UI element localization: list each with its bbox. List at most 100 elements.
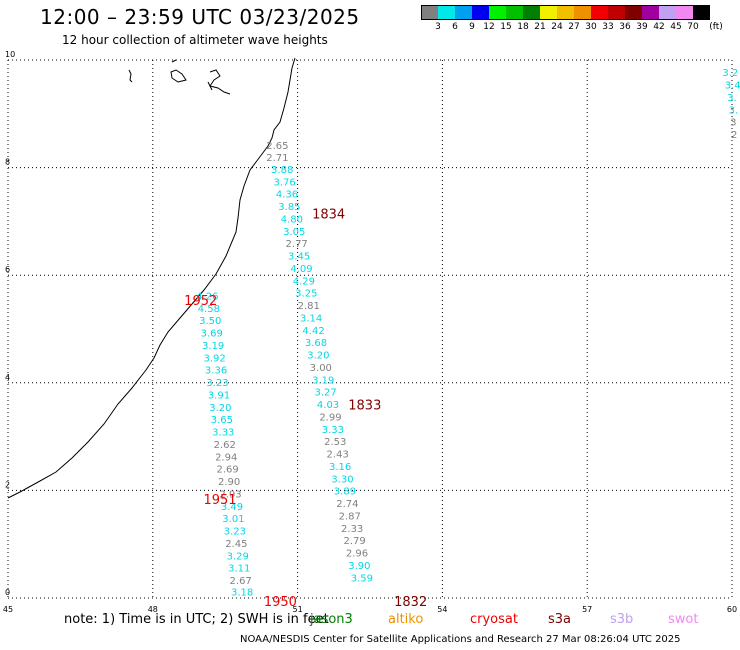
- legend-labels: 3 6 9 12 15 18 21 24 27 30 33 36 39 42 45 70 (ft): [421, 20, 723, 34]
- satellite-name: altiko: [388, 612, 424, 627]
- wave-height-value: 3.88: [271, 165, 293, 176]
- coastline-path: [7, 57, 296, 499]
- lon-tick-label: 60: [727, 605, 737, 614]
- wave-height-value: 3.19: [202, 341, 224, 352]
- legend-label: 45: [670, 22, 682, 32]
- wave-height-legend: 3 6 9 12 15 18 21 24 27 30 33 36 39 42 45 70 (ft): [421, 5, 723, 34]
- wave-height-value: 3.23: [224, 527, 246, 538]
- wave-height-values: 2.652.713.883.76 4.363.854.80 3.052.77 3.45…: [196, 68, 740, 598]
- lat-tick-label: 2: [5, 480, 10, 489]
- legend-swatch: [438, 5, 455, 20]
- wave-height-value: 2.99: [319, 412, 341, 423]
- lat-tick-label: 0: [5, 588, 10, 597]
- legend-swatch: [659, 5, 676, 20]
- legend-label: 15: [500, 22, 512, 32]
- legend-color-bar: [421, 5, 710, 20]
- legend-label: 18: [517, 22, 529, 32]
- legend-label: 30: [585, 22, 597, 32]
- wave-height-value: 4.26: [196, 291, 218, 302]
- pass-time-label: 1951: [203, 493, 236, 508]
- wave-height-value: 2.79: [343, 536, 365, 547]
- pass-time-label: 1832: [394, 595, 427, 610]
- wave-height-value: 3.18: [231, 587, 253, 598]
- wave-height-value: 2.43: [327, 450, 349, 461]
- legend-swatch: [625, 5, 642, 20]
- legend-swatch: [421, 5, 438, 20]
- legend-swatch: [608, 5, 625, 20]
- wave-height-value: 3.36: [205, 366, 227, 377]
- wave-height-value: 2.67: [230, 576, 252, 587]
- wave-height-value: 3.68: [305, 338, 327, 349]
- wave-height-value: 2.94: [215, 452, 237, 463]
- legend-swatch: [693, 5, 710, 20]
- pass-time-label: 1834: [312, 208, 345, 223]
- wave-height-value: 2.74: [336, 499, 358, 510]
- wave-height-value: 3.25: [295, 289, 317, 300]
- wave-height-value: 3.49: [221, 502, 243, 513]
- wave-height-value: 3.65: [211, 415, 233, 426]
- wave-height-value: 2.53: [324, 437, 346, 448]
- legend-swatch: [676, 5, 693, 20]
- wave-height-value: 2.33: [341, 524, 363, 535]
- wave-height-value: 2.81: [298, 301, 320, 312]
- legend-swatch: [591, 5, 608, 20]
- wave-height-value: 3.27: [314, 388, 336, 399]
- legend-swatch: [506, 5, 523, 20]
- satellite-name: s3b: [610, 612, 634, 627]
- wave-height-value: 4.03: [317, 400, 339, 411]
- wave-height-value: 3.30: [331, 474, 353, 485]
- wave-height-value: 2.96: [346, 549, 368, 560]
- satellite-name: cryosat: [470, 612, 518, 627]
- map-subtitle: 12 hour collection of altimeter wave hei…: [62, 33, 328, 47]
- satellite-name: s3a: [548, 612, 572, 627]
- island-shape: [128, 69, 133, 83]
- wave-height-value: 3.23: [206, 378, 228, 389]
- legend-swatch: [642, 5, 659, 20]
- wave-height-value: 3.2: [722, 68, 738, 79]
- wave-height-value: 2.65: [266, 141, 288, 152]
- wave-height-value: 2.69: [217, 465, 239, 476]
- wave-height-value: 2.77: [286, 239, 308, 250]
- legend-label: 36: [619, 22, 631, 32]
- wave-height-value: 3.05: [283, 227, 305, 238]
- wave-height-value: 3.: [729, 105, 739, 116]
- wave-height-value: 4.42: [302, 326, 324, 337]
- wave-height-value: 3.33: [212, 428, 234, 439]
- wave-height-value: 4.58: [198, 304, 220, 315]
- wave-height-value: 2.71: [266, 153, 288, 164]
- legend-label: 3: [435, 22, 441, 32]
- legend-swatch: [557, 5, 574, 20]
- legend-swatch: [540, 5, 557, 20]
- wave-height-value: 2.62: [214, 440, 236, 451]
- map-title: 12:00 – 23:59 UTC 03/23/2025: [40, 5, 360, 29]
- wave-height-value: 3.89: [334, 487, 356, 498]
- legend-swatch: [472, 5, 489, 20]
- lat-tick-label: 8: [5, 158, 10, 167]
- wave-height-value: 3.50: [199, 316, 221, 327]
- lon-tick-label: 54: [437, 605, 447, 614]
- legend-label: 9: [469, 22, 475, 32]
- lon-tick-label: 45: [3, 605, 13, 614]
- wave-height-value: 4.80: [281, 214, 303, 225]
- wave-height-value: 3: [730, 118, 736, 129]
- legend-label: 6: [452, 22, 458, 32]
- legend-label: 42: [653, 22, 665, 32]
- satellite-name: jason3: [310, 612, 353, 627]
- coastline: [7, 57, 296, 499]
- pass-time-label: 1950: [264, 595, 297, 610]
- wave-height-value: 2.45: [225, 539, 247, 550]
- pass-time-label: 1833: [348, 399, 381, 414]
- wave-height-value: 3.19: [312, 375, 334, 386]
- legend-label: 12: [483, 22, 495, 32]
- wave-height-value: 3.91: [208, 390, 230, 401]
- wave-height-value: 3.90: [348, 561, 370, 572]
- wave-height-value: 3.11: [228, 564, 250, 575]
- wave-height-value: 3.85: [278, 202, 300, 213]
- wave-height-value: 3.29: [227, 551, 249, 562]
- pass-time-labels: 1834 1952 1833 1951 1950 1832: [184, 208, 427, 610]
- wave-height-value: 4.36: [276, 190, 298, 201]
- wave-height-value: 3.14: [300, 313, 322, 324]
- wave-height-value: 4.09: [290, 264, 312, 275]
- wave-height-value: 3.4: [725, 81, 740, 92]
- wave-height-value: 3.01: [222, 514, 244, 525]
